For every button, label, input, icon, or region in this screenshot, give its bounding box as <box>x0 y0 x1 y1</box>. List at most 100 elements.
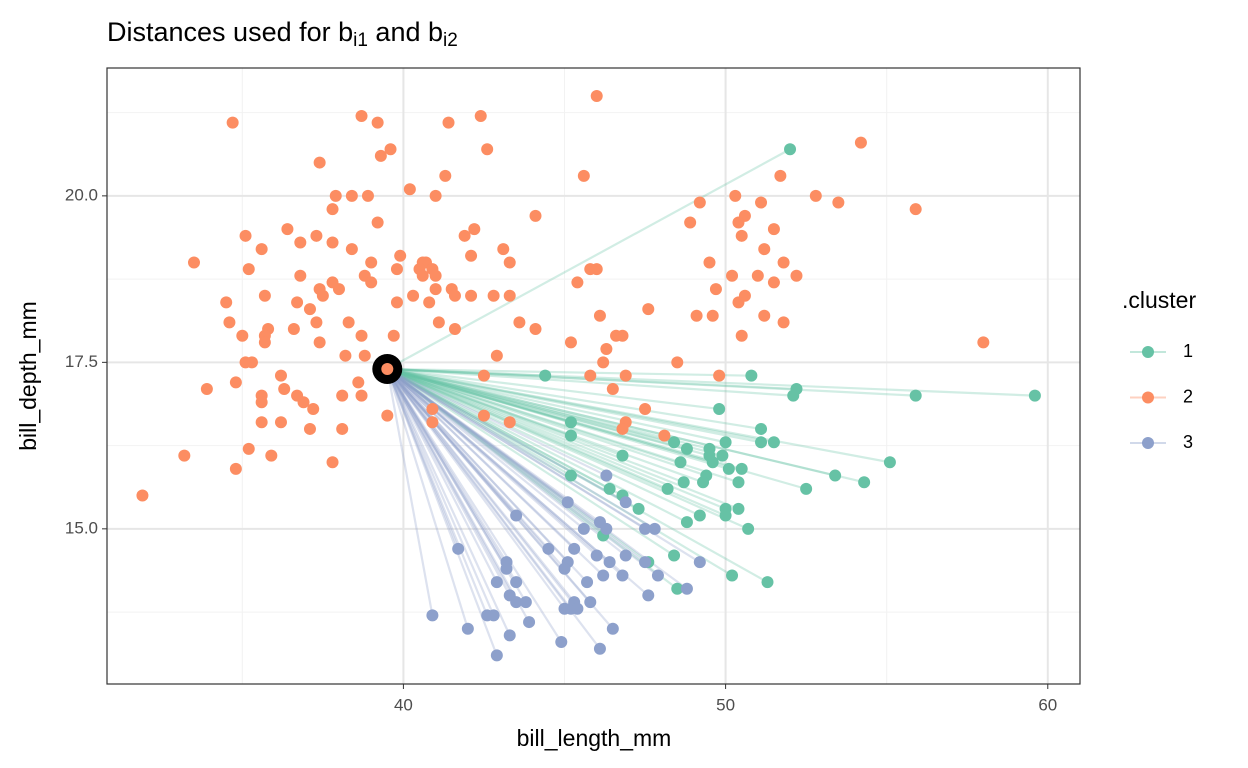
point <box>503 289 516 302</box>
point <box>590 263 603 276</box>
distance-line <box>386 368 749 530</box>
chart-title: Distances used for bi1 and bi2 <box>107 17 458 51</box>
legend: 1 2 3 <box>1130 341 1193 452</box>
panel-border <box>106 67 1081 685</box>
point <box>490 649 503 662</box>
distance-line <box>386 368 604 577</box>
point <box>497 243 510 256</box>
distance-line <box>386 367 685 484</box>
distance-line <box>386 367 704 484</box>
point <box>426 416 439 429</box>
distance-line <box>386 368 601 524</box>
point <box>606 382 619 395</box>
distance-line <box>386 367 730 470</box>
grid <box>107 68 1080 684</box>
point <box>490 576 503 589</box>
point <box>606 622 619 635</box>
point <box>671 582 684 595</box>
point <box>680 582 693 595</box>
point <box>239 229 252 242</box>
point <box>584 369 597 382</box>
distance-line <box>387 367 710 457</box>
point <box>745 369 758 382</box>
distance-line <box>386 368 585 530</box>
point <box>345 189 358 202</box>
point <box>616 449 629 462</box>
point <box>294 269 307 282</box>
legend-label: 2 <box>1183 386 1193 406</box>
point <box>693 556 706 569</box>
distance-line <box>387 367 726 444</box>
distance-line <box>386 368 627 504</box>
point <box>384 143 397 156</box>
legend-label: 3 <box>1183 432 1193 452</box>
distance-line <box>386 368 598 557</box>
point <box>977 336 990 349</box>
point <box>584 596 597 609</box>
point <box>713 369 726 382</box>
point <box>274 369 287 382</box>
point <box>442 116 455 129</box>
point <box>693 509 706 522</box>
legend-dot <box>1142 346 1154 358</box>
title-subscript: i2 <box>443 30 458 51</box>
distance-line <box>387 367 891 464</box>
point <box>761 576 774 589</box>
point <box>758 309 771 322</box>
point <box>597 356 610 369</box>
distance-line <box>386 368 733 577</box>
point <box>722 462 735 475</box>
point <box>561 496 574 509</box>
point <box>287 323 300 336</box>
point <box>416 269 429 282</box>
distance-line <box>386 367 707 477</box>
point <box>564 336 577 349</box>
point <box>226 116 239 129</box>
point <box>529 323 542 336</box>
distance-line <box>387 367 546 377</box>
point <box>735 462 748 475</box>
distance-line <box>387 367 775 444</box>
distance-line <box>386 368 550 550</box>
point <box>684 216 697 229</box>
point <box>600 522 613 535</box>
point <box>448 289 461 302</box>
point <box>439 169 452 182</box>
point <box>291 296 304 309</box>
title-text: and b <box>368 17 443 47</box>
distance-line <box>386 368 611 490</box>
point <box>564 429 577 442</box>
distance-line <box>386 368 469 630</box>
point <box>590 89 603 102</box>
point <box>774 169 787 182</box>
point <box>310 316 323 329</box>
point <box>616 422 629 435</box>
distance-line <box>386 367 572 437</box>
point <box>680 442 693 455</box>
point <box>593 309 606 322</box>
point <box>571 602 584 615</box>
point <box>326 203 339 216</box>
point <box>529 209 542 222</box>
point <box>490 349 503 362</box>
point <box>558 562 571 575</box>
point <box>619 549 632 562</box>
distance-line <box>386 368 569 504</box>
distance-line <box>386 367 669 490</box>
point <box>674 456 687 469</box>
point <box>255 416 268 429</box>
point <box>345 243 358 256</box>
point <box>603 556 616 569</box>
point <box>510 509 523 522</box>
distance-line <box>386 368 518 517</box>
distance-line <box>386 368 592 603</box>
point <box>709 283 722 296</box>
point <box>742 522 755 535</box>
point <box>255 396 268 409</box>
point <box>452 542 465 555</box>
point <box>600 343 613 356</box>
distance-line <box>386 368 624 577</box>
point <box>697 476 710 489</box>
point <box>693 196 706 209</box>
point <box>426 609 439 622</box>
